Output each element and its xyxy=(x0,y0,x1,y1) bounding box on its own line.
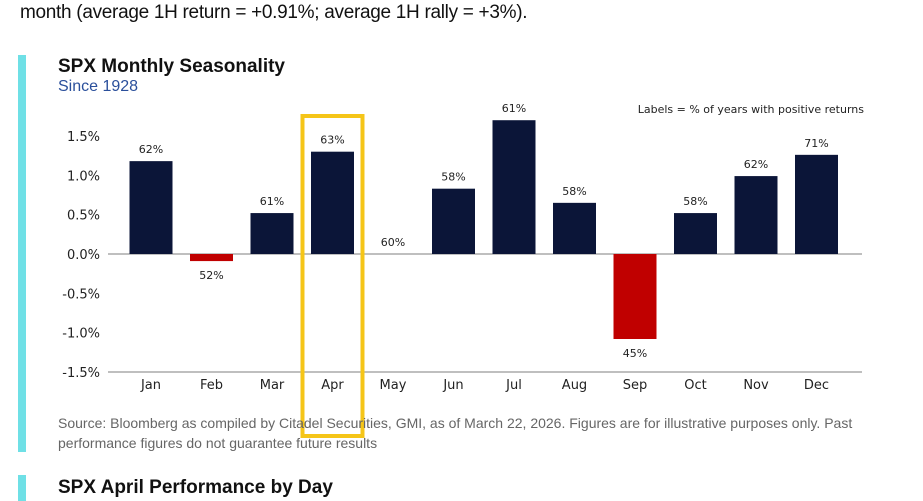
bar-sep xyxy=(613,254,657,339)
highlight-box xyxy=(300,114,365,438)
x-tick-label: Apr xyxy=(321,378,344,393)
x-tick-label: Feb xyxy=(200,378,223,393)
bar-mar xyxy=(250,213,294,254)
y-tick-label: 1.5% xyxy=(67,130,100,145)
data-label: 63% xyxy=(320,134,344,147)
y-tick-label: -1.0% xyxy=(62,327,100,342)
data-label: 60% xyxy=(381,236,405,249)
x-tick-label: Jul xyxy=(505,378,522,393)
bar-oct xyxy=(674,213,717,254)
bar-feb xyxy=(190,254,233,262)
bar-jun xyxy=(432,188,475,254)
y-tick-label: -0.5% xyxy=(62,287,100,302)
bar-jan xyxy=(129,161,173,254)
bar-jul xyxy=(492,120,536,255)
y-tick-label: 1.0% xyxy=(67,169,100,184)
y-tick-label: 0.5% xyxy=(67,209,100,224)
y-tick-label: 0.0% xyxy=(67,248,100,263)
accent-bar xyxy=(18,475,26,501)
x-tick-label: Mar xyxy=(260,378,285,393)
x-tick-label: Aug xyxy=(562,378,587,393)
data-label: 52% xyxy=(199,269,223,282)
data-label: 61% xyxy=(260,195,284,208)
next-section-title: SPX April Performance by Day xyxy=(58,477,333,498)
bar-aug xyxy=(553,202,596,254)
data-label: 61% xyxy=(502,102,526,115)
accent-bar xyxy=(18,55,26,452)
data-label: 62% xyxy=(744,158,768,171)
x-tick-label: Jan xyxy=(140,378,161,393)
data-label: 58% xyxy=(562,185,586,198)
chart-title: SPX Monthly Seasonality xyxy=(58,56,285,77)
data-label: 58% xyxy=(683,195,707,208)
chart-annotation: Labels = % of years with positive return… xyxy=(638,103,865,116)
x-tick-label: Nov xyxy=(743,378,769,393)
x-tick-label: May xyxy=(380,378,407,393)
data-label: 45% xyxy=(623,347,647,360)
bar-nov xyxy=(734,176,778,254)
x-tick-label: Sep xyxy=(623,378,648,393)
chart-subtitle: Since 1928 xyxy=(58,78,139,95)
x-tick-label: Oct xyxy=(684,378,706,393)
x-tick-label: Jun xyxy=(442,378,463,393)
data-label: 58% xyxy=(441,171,465,184)
y-tick-label: -1.5% xyxy=(62,366,100,381)
data-label: 71% xyxy=(804,137,828,150)
x-tick-label: Dec xyxy=(804,378,829,393)
bar-dec xyxy=(795,154,838,254)
source-note: Source: Bloomberg as compiled by Citadel… xyxy=(58,415,853,451)
intro-text: month (average 1H return = +0.91%; avera… xyxy=(20,2,528,23)
bar-apr xyxy=(311,151,354,254)
data-label: 62% xyxy=(139,143,163,156)
